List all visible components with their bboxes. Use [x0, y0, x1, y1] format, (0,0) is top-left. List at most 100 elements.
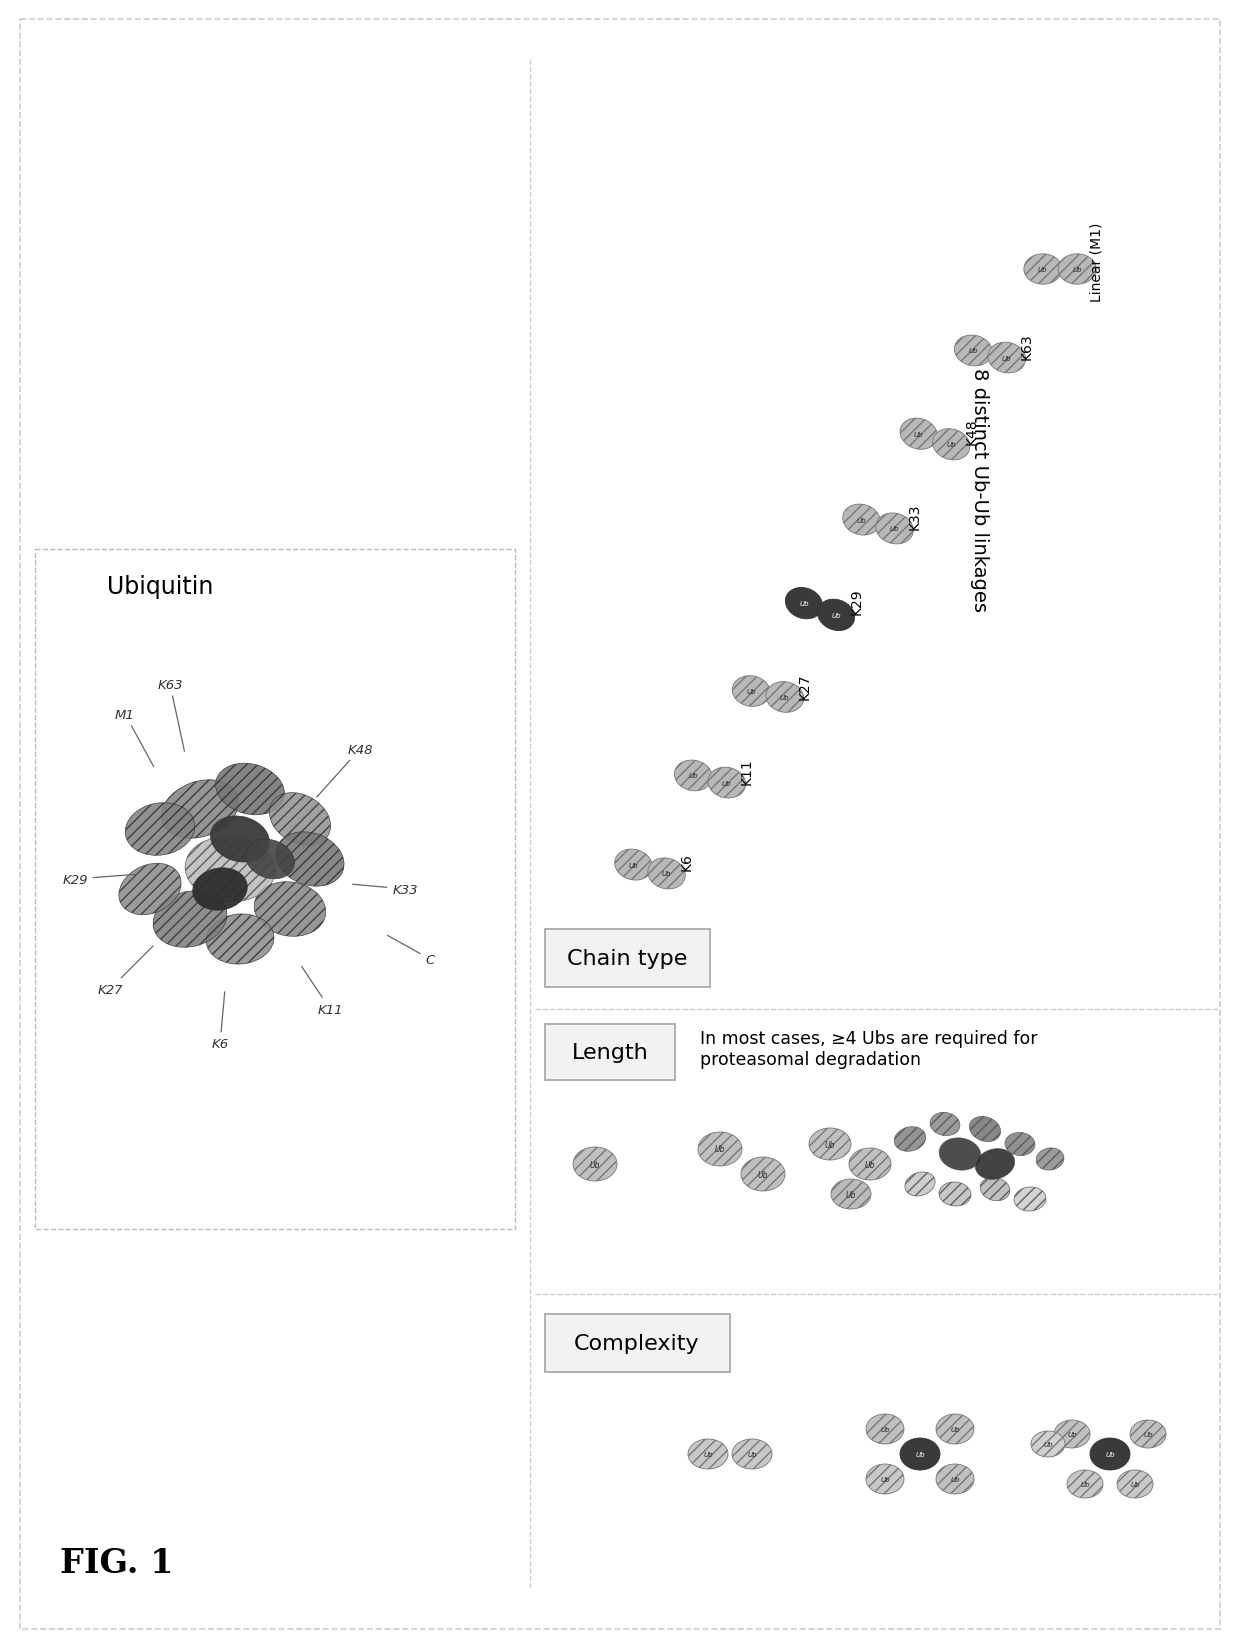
Text: K6: K6 — [680, 852, 694, 870]
Ellipse shape — [785, 588, 822, 620]
Ellipse shape — [161, 780, 239, 839]
Text: Ub: Ub — [1073, 267, 1083, 274]
Text: Ub: Ub — [831, 613, 841, 618]
Ellipse shape — [277, 832, 343, 887]
Ellipse shape — [980, 1178, 1009, 1201]
Text: K27: K27 — [97, 946, 153, 995]
Ellipse shape — [216, 763, 284, 816]
Ellipse shape — [1054, 1421, 1090, 1449]
Ellipse shape — [1006, 1132, 1035, 1155]
Text: Ub: Ub — [722, 780, 732, 786]
Text: Ub: Ub — [688, 773, 698, 780]
Ellipse shape — [939, 1182, 971, 1206]
Ellipse shape — [866, 1414, 904, 1444]
Text: Ub: Ub — [1068, 1430, 1076, 1437]
Text: Ub: Ub — [968, 348, 978, 354]
Text: K48: K48 — [965, 419, 980, 445]
Text: Ub: Ub — [629, 862, 639, 868]
Text: Ub: Ub — [714, 1145, 725, 1154]
Text: K48: K48 — [317, 743, 373, 798]
FancyBboxPatch shape — [546, 929, 711, 987]
Ellipse shape — [1058, 255, 1096, 285]
Text: FIG. 1: FIG. 1 — [60, 1546, 174, 1579]
Ellipse shape — [939, 1139, 981, 1170]
Ellipse shape — [1090, 1439, 1130, 1470]
Ellipse shape — [894, 1127, 926, 1152]
Ellipse shape — [849, 1149, 892, 1180]
Text: Ub: Ub — [846, 1190, 857, 1198]
Text: M1: M1 — [115, 709, 154, 766]
Text: Ub: Ub — [914, 432, 924, 437]
Ellipse shape — [615, 850, 652, 880]
Text: Ub: Ub — [1080, 1482, 1090, 1486]
Text: Ub: Ub — [662, 870, 671, 877]
Text: Ub: Ub — [890, 526, 899, 532]
Text: Ub: Ub — [1130, 1482, 1140, 1486]
Text: C: C — [387, 936, 435, 966]
Ellipse shape — [970, 1117, 1001, 1142]
Ellipse shape — [900, 419, 937, 450]
Text: K29: K29 — [849, 588, 864, 615]
Text: K33: K33 — [352, 883, 418, 897]
Text: Ub: Ub — [950, 1426, 960, 1432]
Text: Ub: Ub — [590, 1160, 600, 1168]
Text: Ub: Ub — [864, 1160, 875, 1168]
Ellipse shape — [1130, 1421, 1166, 1449]
Ellipse shape — [831, 1180, 870, 1210]
Ellipse shape — [573, 1147, 618, 1182]
Text: Ub: Ub — [703, 1452, 713, 1457]
Text: Ub: Ub — [1143, 1430, 1153, 1437]
FancyBboxPatch shape — [35, 550, 515, 1229]
Text: K33: K33 — [908, 503, 923, 531]
Ellipse shape — [647, 859, 686, 890]
Ellipse shape — [211, 816, 269, 862]
Text: K6: K6 — [212, 992, 228, 1051]
Ellipse shape — [875, 514, 914, 544]
Ellipse shape — [246, 840, 294, 880]
Ellipse shape — [269, 793, 331, 845]
Ellipse shape — [742, 1157, 785, 1192]
Text: Ub: Ub — [950, 1477, 960, 1482]
Ellipse shape — [119, 864, 181, 915]
Ellipse shape — [125, 803, 195, 855]
Text: Ub: Ub — [758, 1170, 769, 1178]
Ellipse shape — [905, 1172, 935, 1196]
Ellipse shape — [1024, 255, 1061, 285]
Ellipse shape — [688, 1439, 728, 1468]
Ellipse shape — [808, 1129, 851, 1160]
Text: Length: Length — [572, 1043, 649, 1063]
Ellipse shape — [192, 868, 247, 911]
Ellipse shape — [817, 600, 854, 631]
Ellipse shape — [708, 768, 745, 798]
Ellipse shape — [1030, 1430, 1065, 1457]
Ellipse shape — [698, 1132, 742, 1167]
Ellipse shape — [936, 1463, 973, 1495]
Ellipse shape — [936, 1414, 973, 1444]
FancyBboxPatch shape — [546, 1025, 675, 1081]
Text: K63: K63 — [157, 677, 185, 751]
Text: Ub: Ub — [1043, 1440, 1053, 1447]
Text: In most cases, ≥4 Ubs are required for
proteasomal degradation: In most cases, ≥4 Ubs are required for p… — [701, 1030, 1038, 1068]
Text: K27: K27 — [799, 674, 812, 700]
Text: Ub: Ub — [825, 1140, 836, 1149]
Ellipse shape — [153, 892, 227, 948]
Text: K63: K63 — [1021, 333, 1034, 361]
Text: Chain type: Chain type — [567, 949, 687, 969]
Text: Ubiquitin: Ubiquitin — [107, 575, 213, 598]
Ellipse shape — [976, 1149, 1014, 1180]
Text: Ub: Ub — [748, 1452, 756, 1457]
Text: K11: K11 — [301, 967, 342, 1015]
Ellipse shape — [206, 915, 274, 964]
Ellipse shape — [732, 1439, 773, 1468]
Ellipse shape — [866, 1463, 904, 1495]
Text: Ub: Ub — [1105, 1452, 1115, 1457]
Ellipse shape — [900, 1439, 940, 1470]
Ellipse shape — [1014, 1187, 1047, 1211]
Ellipse shape — [1117, 1470, 1153, 1498]
Text: Ub: Ub — [1038, 267, 1048, 274]
Ellipse shape — [254, 882, 326, 936]
Ellipse shape — [988, 343, 1025, 374]
Text: 8 distinct Ub-Ub linkages: 8 distinct Ub-Ub linkages — [971, 368, 990, 611]
Text: Linear (M1): Linear (M1) — [1090, 222, 1104, 302]
Ellipse shape — [766, 682, 804, 714]
